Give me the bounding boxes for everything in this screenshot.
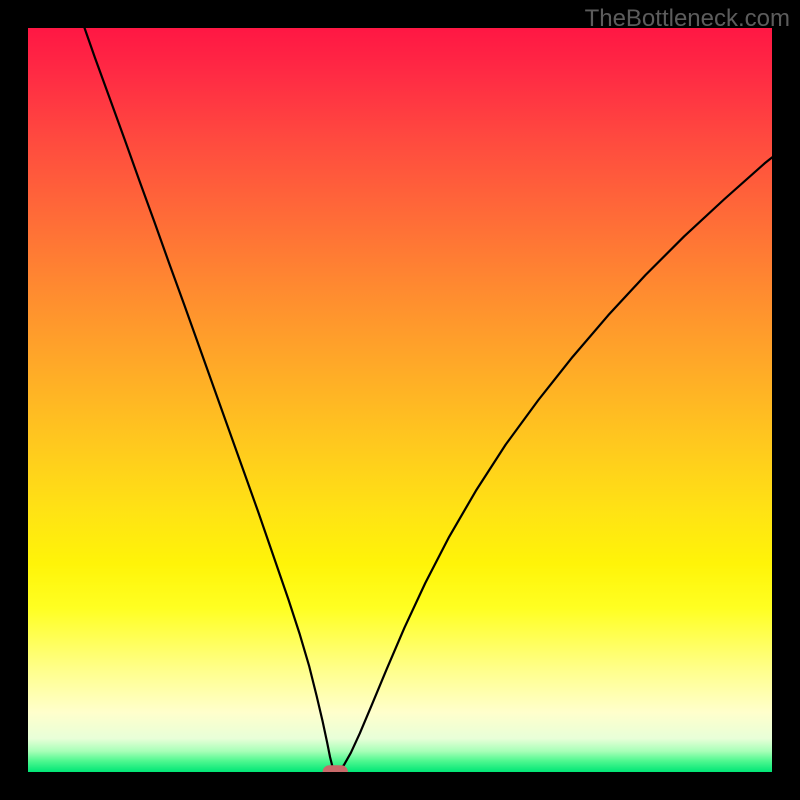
watermark-text: TheBottleneck.com	[585, 5, 790, 33]
optimum-marker	[323, 765, 348, 772]
plot-svg	[28, 28, 772, 772]
chart-frame: TheBottleneck.com	[0, 0, 800, 800]
plot-area	[28, 28, 772, 772]
plot-background	[28, 28, 772, 772]
